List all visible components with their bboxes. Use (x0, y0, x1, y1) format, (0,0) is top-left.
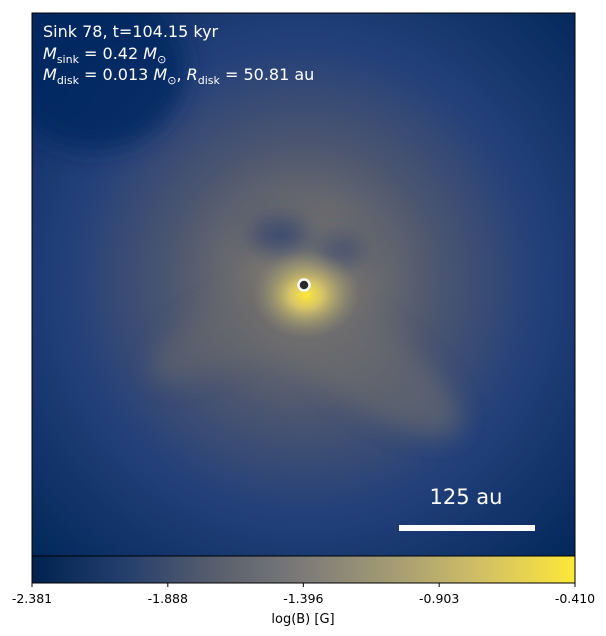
scale-bar-label: 125 au (430, 485, 503, 509)
colorbar-tick-label: -1.396 (283, 591, 323, 606)
scale-bar (399, 525, 535, 531)
field-map (32, 13, 575, 556)
sink-marker (297, 278, 311, 292)
colorbar-tick-label: -2.381 (12, 591, 52, 606)
colorbar-tick-label: -1.888 (148, 591, 188, 606)
colorbar (31, 555, 576, 584)
colorbar-label: log(B) [G] (271, 612, 334, 627)
colorbar-tick-label: -0.903 (419, 591, 459, 606)
annotation: Sink 78, t=104.15 kyr (43, 22, 219, 41)
annotation: Mdisk = 0.013 M⊙, Rdisk = 50.81 au (43, 65, 314, 87)
annotation: Msink = 0.42 M⊙ (43, 44, 166, 66)
colorbar-tick-label: -0.410 (555, 591, 595, 606)
